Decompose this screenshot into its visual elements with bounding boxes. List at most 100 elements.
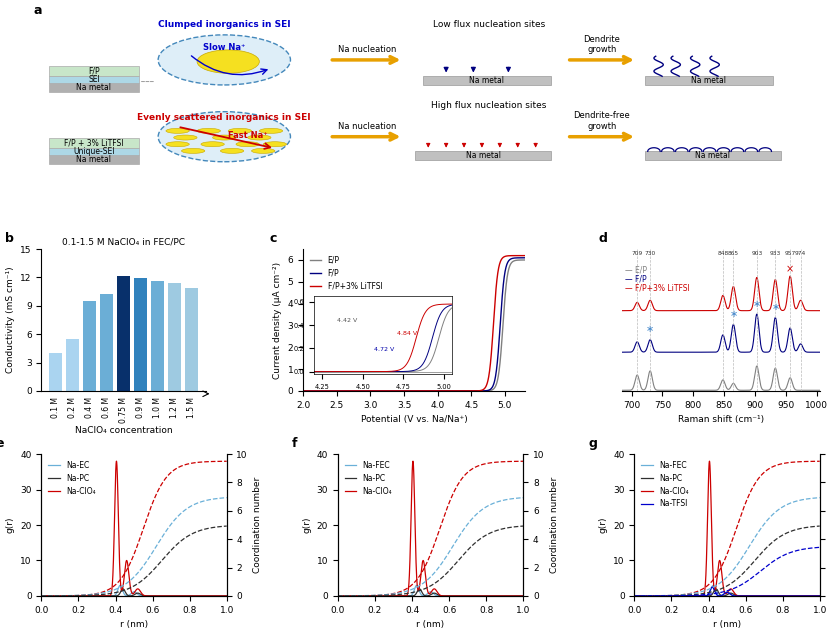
- Na-ClO₄: [182, 592, 192, 600]
- Text: 730: 730: [643, 251, 655, 256]
- Bar: [151, 281, 164, 391]
- Na-EC: [45, 592, 55, 600]
- Bar: [644, 152, 780, 160]
- Y-axis label: Current density (μA cm⁻²): Current density (μA cm⁻²): [273, 261, 282, 378]
- Text: ∗: ∗: [770, 302, 778, 312]
- Na-PC: [638, 592, 648, 600]
- Na-EC: [216, 592, 226, 600]
- Text: Slow Na⁺: Slow Na⁺: [203, 43, 245, 52]
- Text: Dendrite
growth: Dendrite growth: [583, 35, 619, 54]
- Na-TFSI: [629, 592, 638, 600]
- Na-PC: [714, 590, 724, 598]
- Bar: [83, 301, 96, 391]
- F/P+3% LiTFSI: [519, 252, 529, 259]
- Na-FEC: [332, 592, 342, 600]
- E/P: [395, 387, 405, 395]
- Text: 933: 933: [769, 251, 780, 256]
- Text: 957: 957: [783, 251, 795, 256]
- Na-ClO₄: [222, 592, 232, 600]
- Na-EC: [122, 592, 131, 600]
- Na-PC: [222, 592, 232, 600]
- Circle shape: [165, 142, 189, 146]
- Text: Evenly scattered inorganics in SEI: Evenly scattered inorganics in SEI: [137, 113, 311, 122]
- Na-FEC: [518, 592, 528, 600]
- Text: d: d: [598, 232, 607, 245]
- Na-ClO₄: [418, 557, 428, 564]
- Bar: [168, 283, 181, 391]
- Bar: [49, 148, 139, 155]
- Text: c: c: [270, 232, 277, 245]
- Na-ClO₄: [518, 592, 528, 600]
- Line: Na-PC: Na-PC: [41, 589, 227, 596]
- Text: Na metal: Na metal: [469, 76, 504, 85]
- F/P: [471, 387, 480, 395]
- Na-TFSI: [706, 583, 716, 591]
- Na-ClO₄: [45, 592, 55, 600]
- Bar: [49, 76, 139, 83]
- Bar: [185, 288, 198, 391]
- Na-PC: [127, 592, 136, 600]
- Na-ClO₄: [719, 588, 729, 596]
- Na-ClO₄: [809, 592, 819, 600]
- Line: Na-ClO₄: Na-ClO₄: [41, 461, 227, 596]
- Line: Na-ClO₄: Na-ClO₄: [337, 461, 523, 596]
- Na-EC: [182, 592, 192, 600]
- F/P+3% LiTFSI: [320, 387, 330, 395]
- X-axis label: r (nm): r (nm): [712, 620, 740, 629]
- X-axis label: Potential (V vs. Na/Na⁺): Potential (V vs. Na/Na⁺): [361, 415, 467, 424]
- Na-TFSI: [719, 590, 729, 597]
- Text: ∗: ∗: [645, 324, 653, 334]
- F/P: [395, 387, 405, 395]
- Na-ClO₄: [478, 592, 488, 600]
- F/P: [450, 387, 460, 395]
- Na-PC: [710, 585, 720, 593]
- Na-PC: [342, 592, 352, 600]
- Y-axis label: Coordination number: Coordination number: [549, 477, 558, 573]
- Na-PC: [478, 592, 488, 600]
- Text: Na metal: Na metal: [76, 84, 112, 93]
- Na-PC: [418, 590, 428, 598]
- Circle shape: [213, 135, 236, 140]
- Circle shape: [220, 148, 243, 153]
- Line: Na-PC: Na-PC: [633, 589, 819, 596]
- Na-FEC: [418, 592, 428, 600]
- Circle shape: [197, 128, 220, 133]
- Text: Na metal: Na metal: [465, 152, 500, 160]
- Line: E/P: E/P: [303, 260, 524, 391]
- Bar: [134, 278, 147, 391]
- Legend: Na-EC, Na-PC, Na-ClO₄: Na-EC, Na-PC, Na-ClO₄: [45, 458, 98, 498]
- Circle shape: [174, 135, 197, 140]
- Ellipse shape: [158, 112, 290, 162]
- Bar: [117, 276, 130, 391]
- Na-ClO₄: [342, 592, 352, 600]
- F/P+3% LiTFSI: [388, 387, 398, 395]
- Na-PC: [513, 592, 523, 600]
- Circle shape: [259, 128, 282, 133]
- Na-FEC: [809, 592, 819, 600]
- Text: — F/P+3% LiTFSI: — F/P+3% LiTFSI: [624, 283, 690, 292]
- Text: ×: ×: [785, 264, 793, 275]
- Na-EC: [36, 592, 46, 600]
- Text: g: g: [587, 437, 596, 450]
- Na-ClO₄: [629, 592, 638, 600]
- E/P: [475, 387, 485, 395]
- Na-FEC: [342, 592, 352, 600]
- Na-FEC: [714, 592, 724, 600]
- Na-FEC: [423, 589, 433, 597]
- Na-ClO₄: [408, 457, 418, 465]
- Circle shape: [263, 142, 286, 146]
- Circle shape: [247, 135, 270, 140]
- Na-FEC: [512, 592, 522, 600]
- Bar: [49, 83, 139, 93]
- Na-ClO₄: [127, 588, 136, 596]
- Text: Fast Na⁺: Fast Na⁺: [227, 131, 267, 140]
- Na-PC: [775, 592, 785, 600]
- Line: F/P+3% LiTFSI: F/P+3% LiTFSI: [303, 256, 524, 391]
- F/P: [519, 254, 529, 262]
- E/P: [519, 256, 529, 264]
- Text: Na nucleation: Na nucleation: [337, 45, 395, 54]
- Na-EC: [127, 589, 136, 597]
- Y-axis label: Conductivity (mS cm⁻¹): Conductivity (mS cm⁻¹): [6, 267, 15, 373]
- Text: 865: 865: [727, 251, 738, 256]
- Legend: Na-FEC, Na-PC, Na-ClO₄, Na-TFSI: Na-FEC, Na-PC, Na-ClO₄, Na-TFSI: [638, 458, 691, 512]
